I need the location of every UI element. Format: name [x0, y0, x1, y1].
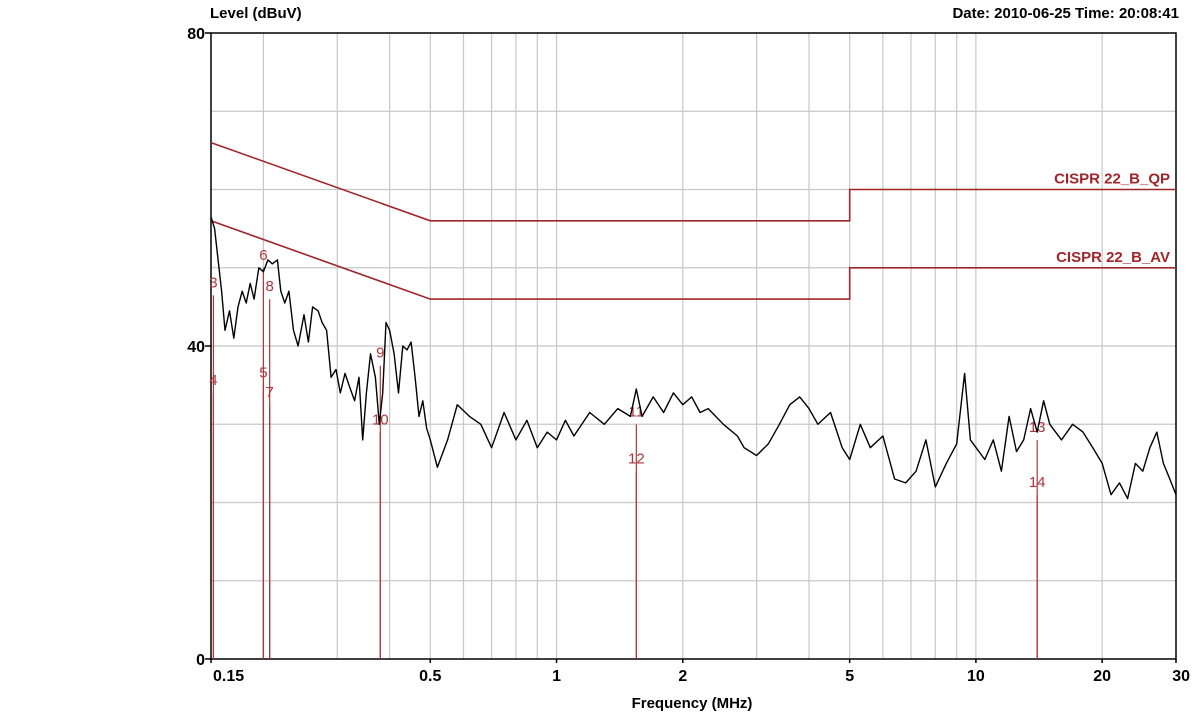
x-tick-label: 20 [1093, 668, 1111, 685]
x-tick-label: 30 [1172, 668, 1190, 685]
marker-label: 4 [209, 372, 217, 389]
limit-label: CISPR 22_B_QP [1054, 171, 1170, 188]
marker-label: 5 [259, 364, 267, 381]
marker-label: 8 [265, 278, 273, 295]
y-tick-label: 0 [196, 652, 205, 669]
marker-label: 9 [376, 345, 384, 362]
limit-line [210, 141, 1176, 222]
marker-label: 13 [1029, 419, 1046, 436]
marker-label: 6 [259, 247, 267, 264]
marker-label: 7 [265, 384, 273, 401]
x-axis-title: Frequency (MHz) [632, 695, 753, 712]
marker-label: 3 [209, 274, 217, 291]
y-axis-title: Level (dBuV) [210, 5, 302, 22]
date-time-stamp: Date: 2010-06-25 Time: 20:08:41 [952, 5, 1179, 22]
x-tick-label: 2 [678, 668, 687, 685]
x-tick-label: 10 [967, 668, 985, 685]
x-tick-label: 1 [552, 668, 561, 685]
limit-label: CISPR 22_B_AV [1056, 249, 1170, 266]
x-tick-label: 5 [845, 668, 854, 685]
x-tick-label: 0.5 [419, 668, 441, 685]
limit-line [210, 220, 1176, 300]
x-tick-label: 0.15 [213, 668, 244, 685]
marker-label: 14 [1029, 474, 1046, 491]
measurement-trace [210, 216, 1177, 500]
marker-label: 12 [628, 450, 645, 467]
blank-strip [4, 688, 354, 714]
y-tick-label: 80 [187, 26, 205, 43]
y-tick-label: 40 [187, 339, 205, 356]
